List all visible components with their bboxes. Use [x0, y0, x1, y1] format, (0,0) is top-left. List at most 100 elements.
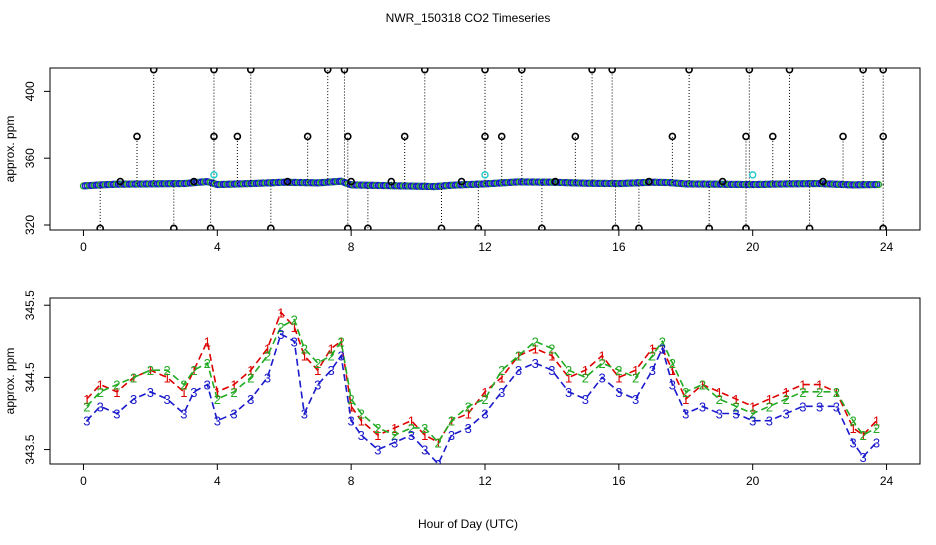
series-marker-1: 1	[180, 385, 187, 400]
series-marker-1: 1	[291, 320, 298, 335]
series-marker-2: 2	[448, 414, 455, 429]
series-marker-3: 3	[421, 443, 428, 458]
series-marker-2: 2	[97, 385, 104, 400]
series-marker-2: 2	[391, 428, 398, 443]
x-tick-label: 4	[214, 474, 221, 488]
series-marker-1: 1	[277, 305, 284, 320]
series-marker-2: 2	[408, 421, 415, 436]
spike-point	[768, 132, 777, 141]
series-marker-3: 3	[190, 385, 197, 400]
series-marker-2: 2	[598, 356, 605, 371]
series-marker-3: 3	[498, 385, 505, 400]
spike-point	[400, 132, 409, 141]
series-marker-2: 2	[264, 349, 271, 364]
series-marker-1: 1	[327, 342, 334, 357]
series-marker-3: 3	[783, 406, 790, 421]
spike-point	[718, 177, 727, 186]
series-marker-1: 1	[163, 370, 170, 385]
series-marker-1: 1	[632, 363, 639, 378]
series-marker-3: 3	[659, 342, 666, 357]
top-panel: 0 4 8 12 16 20 24 320 360 400 approx. ppm	[3, 67, 921, 254]
series-marker-2: 2	[732, 399, 739, 414]
series-marker-2: 2	[204, 356, 211, 371]
cyan-point	[748, 171, 757, 179]
series-marker-3: 3	[83, 414, 90, 429]
x-tick-label: 20	[746, 240, 760, 254]
series-marker-2: 2	[833, 385, 840, 400]
x-tick-label: 0	[80, 240, 87, 254]
spike-point	[210, 68, 218, 74]
series-marker-2: 2	[565, 363, 572, 378]
series-marker-2: 2	[515, 349, 522, 364]
series-marker-2: 2	[498, 363, 505, 378]
series-marker-2: 2	[214, 392, 221, 407]
series-marker-3: 3	[314, 378, 321, 393]
series-marker-2: 2	[163, 363, 170, 378]
series-marker-2: 2	[783, 392, 790, 407]
x-tick-label: 12	[478, 240, 492, 254]
chart-title: NWR_150318 CO2 Timeseries	[386, 11, 551, 25]
series-marker-1: 1	[314, 363, 321, 378]
spike-point	[635, 224, 643, 230]
y-tick-label: 343.5	[23, 434, 37, 464]
series-marker-1: 1	[435, 435, 442, 450]
series-marker-3: 3	[749, 414, 756, 429]
series-marker-1: 1	[247, 363, 254, 378]
series-marker-1: 1	[669, 363, 676, 378]
series-marker-2: 2	[669, 356, 676, 371]
spike-point	[819, 177, 827, 186]
spike-point	[571, 132, 580, 141]
series-marker-2: 2	[337, 334, 344, 349]
spike-point	[551, 177, 560, 186]
series-marker-3: 3	[849, 435, 856, 450]
spike-point	[839, 132, 847, 141]
series-marker-1: 1	[264, 342, 271, 357]
spike-point	[668, 132, 677, 141]
series-marker-3: 3	[582, 392, 589, 407]
plot-frame	[49, 67, 921, 231]
series-marker-1: 1	[859, 428, 866, 443]
spike-point	[518, 68, 526, 74]
series-marker-2: 2	[799, 385, 806, 400]
series-marker-3: 3	[291, 334, 298, 349]
series-marker-3: 3	[799, 399, 806, 414]
spike-point	[805, 224, 814, 230]
series-marker-3: 3	[515, 363, 522, 378]
series-marker-2: 2	[873, 421, 880, 436]
series-marker-2: 2	[247, 370, 254, 385]
spike-point	[685, 68, 693, 74]
y-tick-label: 320	[23, 215, 37, 235]
x-tick-label: 8	[348, 240, 355, 254]
series-marker-1: 1	[465, 406, 472, 421]
spike-point	[705, 224, 713, 230]
x-tick-label: 16	[612, 240, 626, 254]
series-marker-1: 1	[204, 334, 211, 349]
series-marker-1: 1	[749, 399, 756, 414]
series-marker-1: 1	[816, 378, 823, 393]
series-marker-1: 1	[301, 349, 308, 364]
y-tick-label: 344.5	[23, 362, 37, 392]
series-marker-3: 3	[113, 406, 120, 421]
x-tick-label: 0	[80, 474, 87, 488]
spike-point	[481, 132, 489, 141]
series-marker-3: 3	[532, 356, 539, 371]
series-marker-1: 1	[147, 363, 154, 378]
series-marker-3: 3	[358, 428, 365, 443]
series-marker-3: 3	[873, 435, 880, 450]
series-marker-1: 1	[408, 414, 415, 429]
x-tick-label: 12	[478, 474, 492, 488]
spike-point	[538, 224, 546, 230]
series-marker-2: 2	[301, 342, 308, 357]
series-marker-1: 1	[732, 392, 739, 407]
series-marker-2: 2	[682, 385, 689, 400]
x-tick-label: 8	[348, 474, 355, 488]
x-tick-label: 4	[214, 240, 221, 254]
series-marker-3: 3	[147, 385, 154, 400]
cyan-point	[481, 171, 489, 179]
series-marker-2: 2	[83, 399, 90, 414]
series-marker-1: 1	[873, 414, 880, 429]
series-marker-2: 2	[374, 421, 381, 436]
series-line-1	[86, 310, 878, 444]
